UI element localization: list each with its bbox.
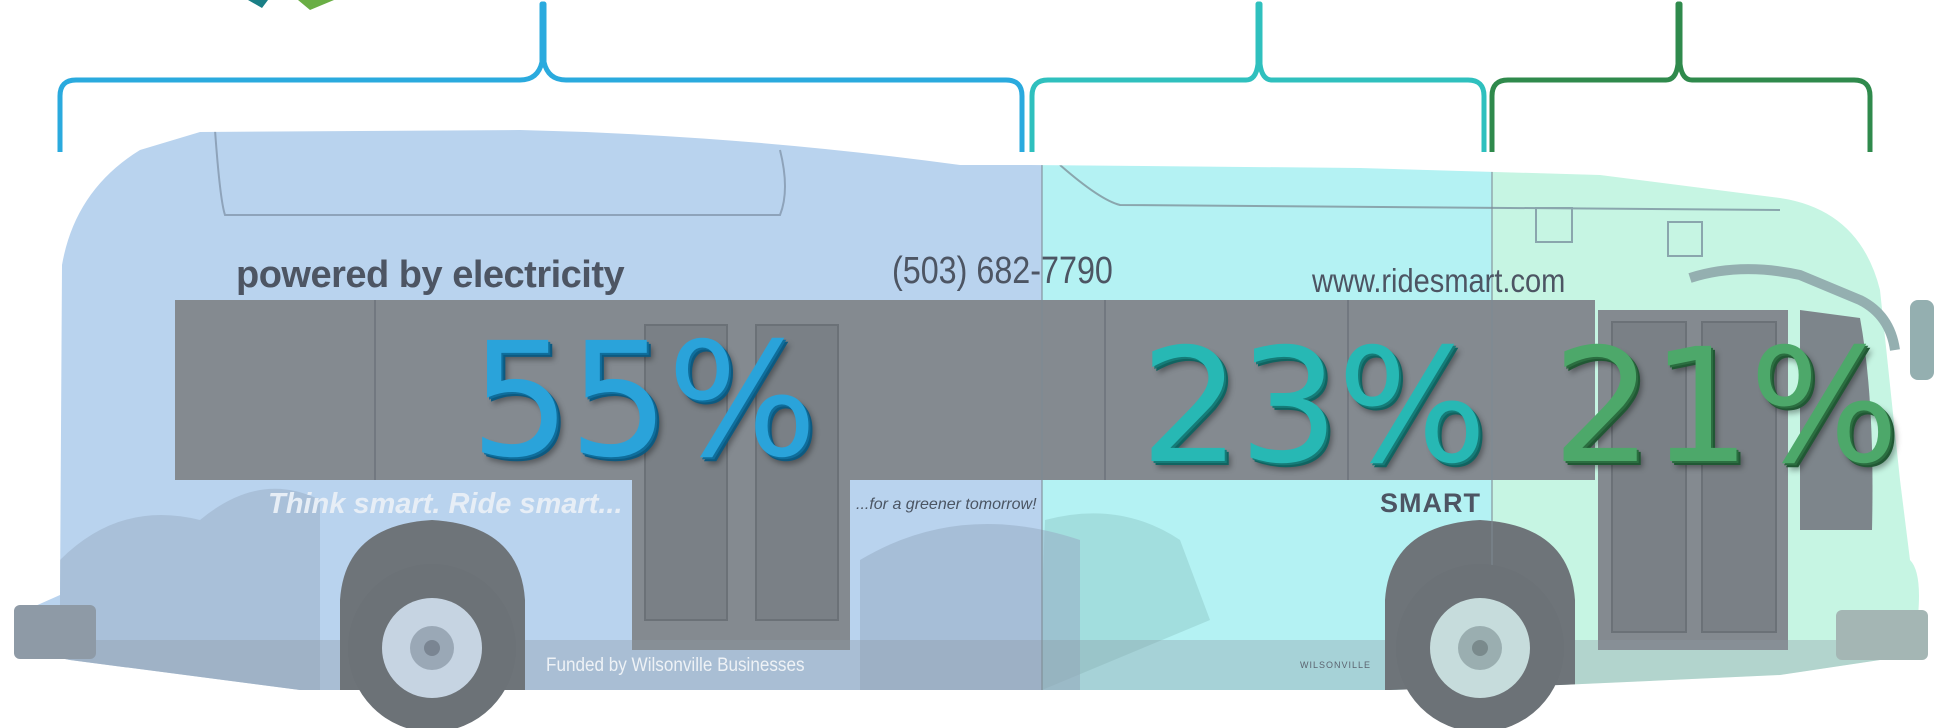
brace-23 xyxy=(1029,1,1487,152)
front-bumper xyxy=(1836,610,1928,660)
brace-55 xyxy=(57,1,1025,152)
front-wheel xyxy=(1396,564,1564,728)
bus-slogan: powered by electricity xyxy=(236,254,625,296)
percent-label-55: 55% xyxy=(470,309,817,493)
bus-phone-number: (503) 682-7790 xyxy=(892,250,1113,292)
rear-bumper xyxy=(14,605,96,659)
bus-funding-note: Funded by Wilsonville Businesses xyxy=(546,655,805,676)
smart-logo-text: SMART xyxy=(1380,488,1481,518)
brace-21 xyxy=(1489,1,1873,152)
rear-wheel xyxy=(348,564,516,728)
bus-website: www.ridesmart.com xyxy=(1312,262,1566,299)
city-logo-text: WILSONVILLE xyxy=(1300,660,1372,670)
window-band xyxy=(175,300,1595,480)
side-mirror-arm xyxy=(1688,264,1900,351)
logo-fragment-teal xyxy=(248,0,268,8)
logo-fragment-green xyxy=(298,0,334,10)
bus-tagline: Think smart. Ride smart... xyxy=(268,488,623,520)
percent-label-23: 23% xyxy=(1140,315,1487,499)
percent-label-21: 21% xyxy=(1552,315,1899,499)
bus-body xyxy=(15,130,1919,690)
side-mirror xyxy=(1910,300,1934,380)
bus-tagline-2: ...for a greener tomorrow! xyxy=(856,496,1037,513)
